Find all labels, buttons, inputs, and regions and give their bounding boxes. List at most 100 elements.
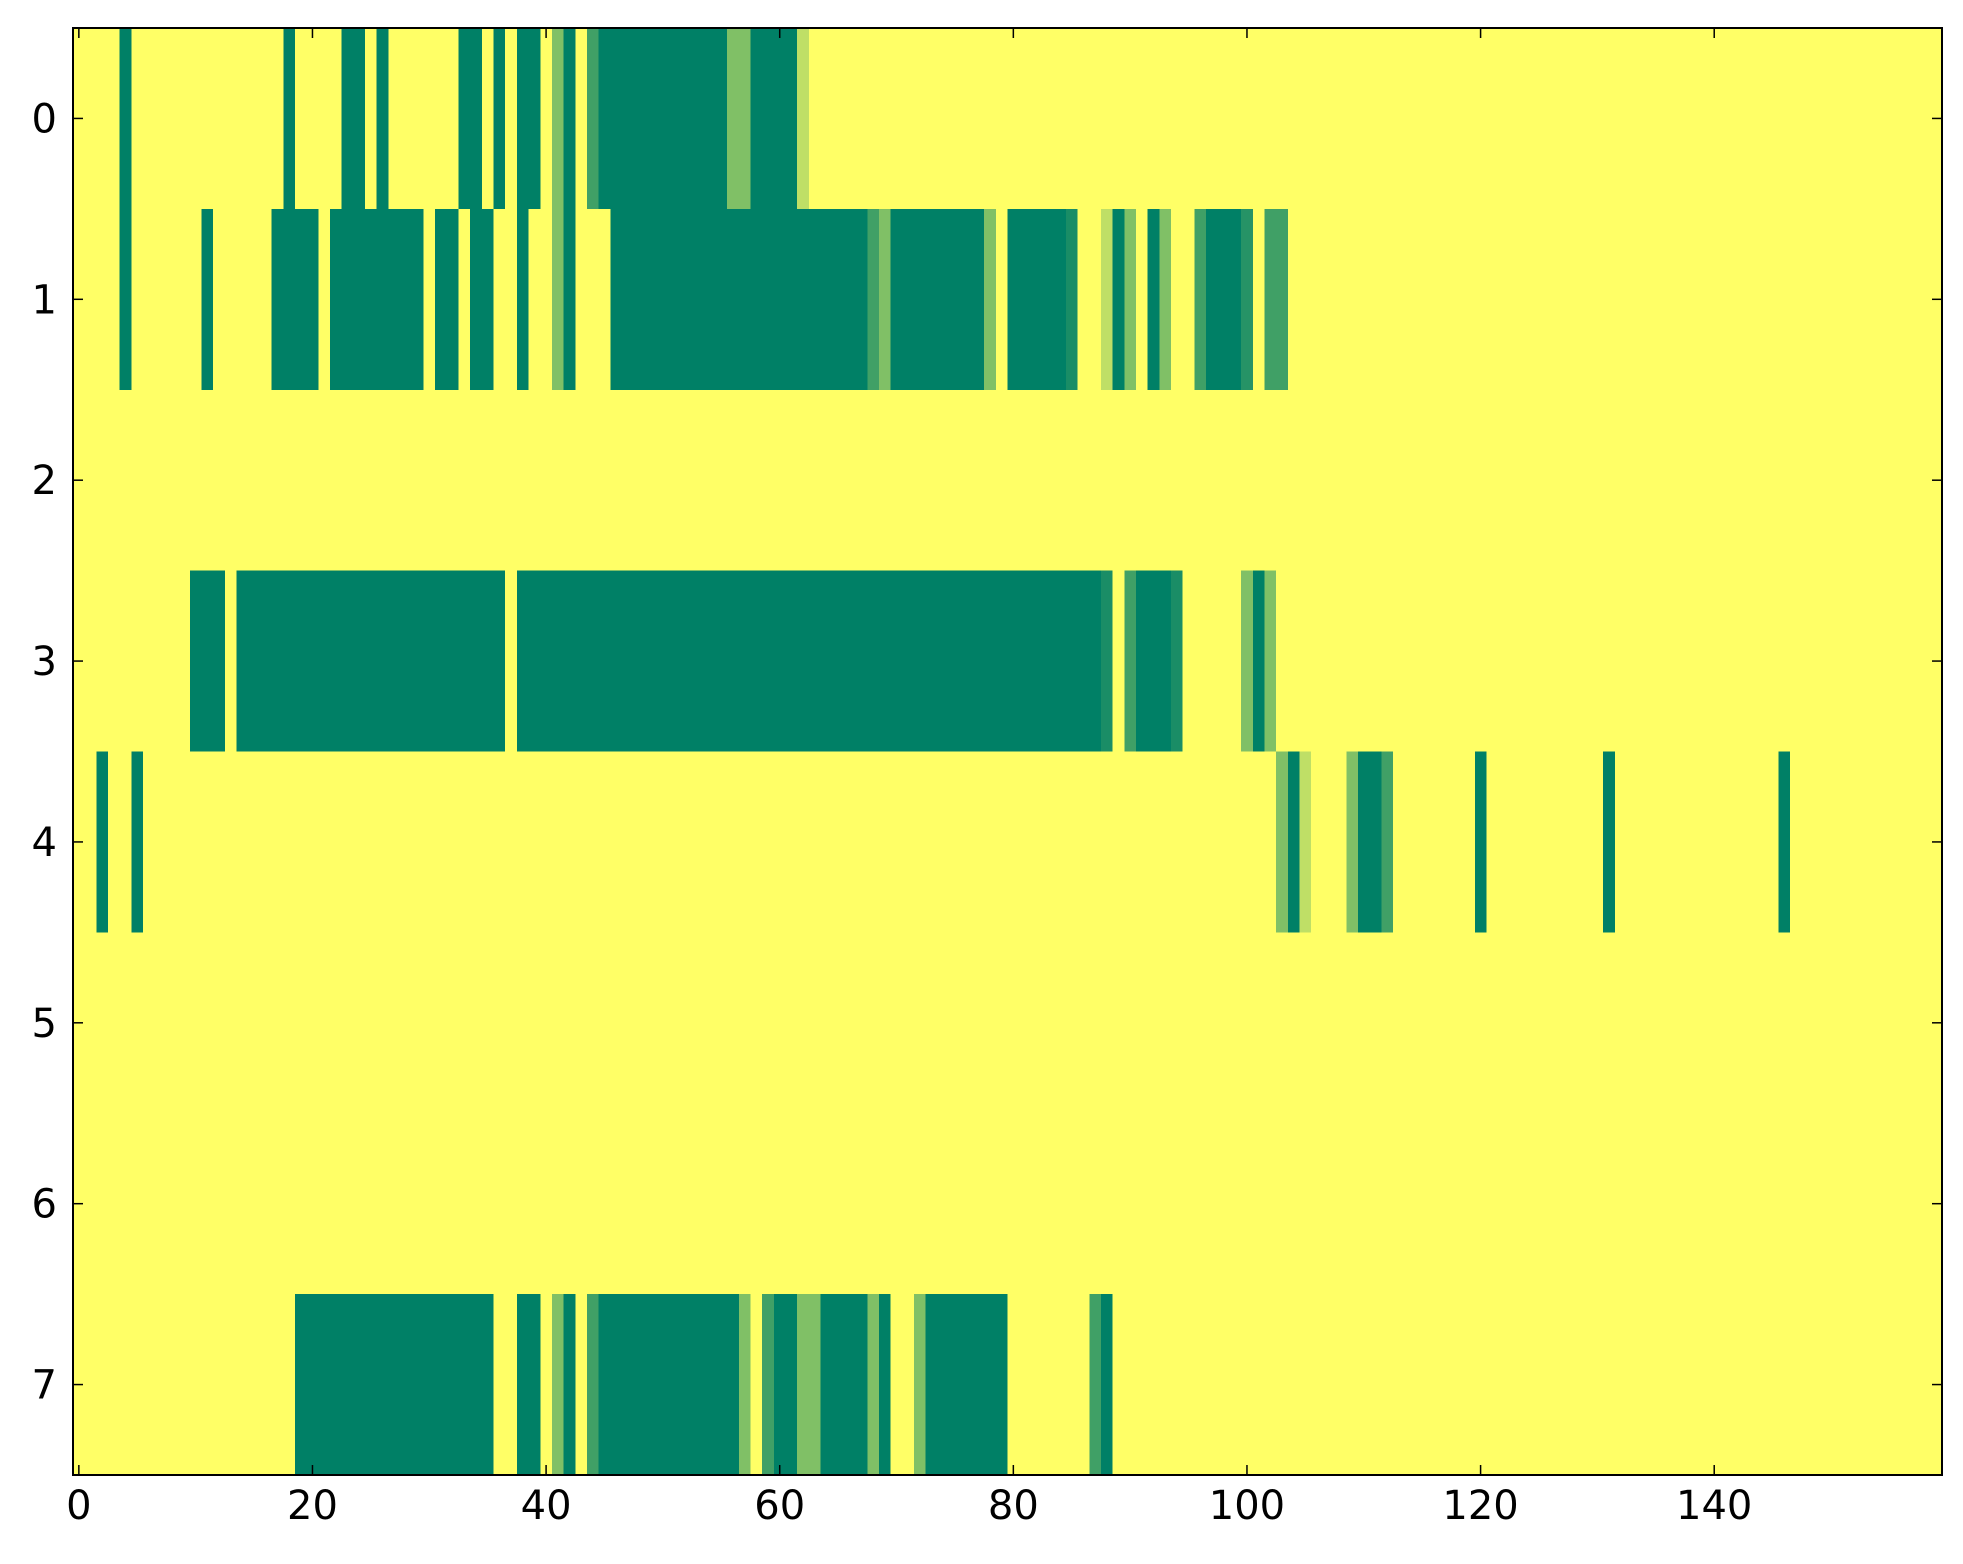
heatmap-cell [1171, 28, 1184, 210]
heatmap-cell [213, 208, 226, 391]
heatmap-cell [657, 389, 670, 572]
heatmap-cell [1287, 208, 1301, 391]
heatmap-cell [458, 389, 471, 572]
heatmap-cell [84, 28, 97, 210]
heatmap-cell [1252, 1113, 1266, 1295]
heatmap-cell [1848, 208, 1861, 391]
heatmap-cell [1696, 389, 1709, 572]
heatmap-cell [423, 570, 436, 753]
heatmap-cell [738, 570, 752, 753]
heatmap-cell [586, 28, 600, 210]
heatmap-cell [1030, 1113, 1044, 1295]
heatmap-cell [1743, 28, 1756, 210]
heatmap-cell [1661, 389, 1674, 572]
heatmap-cell [1801, 28, 1815, 210]
heatmap-cell [727, 1113, 740, 1295]
heatmap-cell [1474, 389, 1488, 572]
heatmap-cell [703, 208, 717, 391]
heatmap-cell [248, 389, 261, 572]
heatmap-cell [1544, 932, 1558, 1114]
heatmap-cell [1463, 389, 1476, 572]
heatmap-cell [1649, 751, 1663, 933]
heatmap-cell [1019, 208, 1032, 391]
heatmap-cell [960, 751, 974, 933]
heatmap-cell [1124, 1113, 1137, 1295]
heatmap-cell [1743, 932, 1756, 1114]
heatmap-cell [820, 28, 833, 210]
heatmap-cell [329, 389, 343, 572]
heatmap-cell [1614, 932, 1628, 1114]
heatmap-cell [248, 208, 261, 391]
heatmap-cell [1229, 389, 1242, 572]
heatmap-cell [1463, 932, 1476, 1114]
heatmap-cell [271, 570, 284, 753]
heatmap-cell [1825, 1113, 1838, 1295]
heatmap-cell [1860, 28, 1873, 210]
heatmap-cell [610, 751, 623, 933]
heatmap-cell [1404, 751, 1417, 933]
heatmap-cell [341, 1294, 354, 1476]
heatmap-cell [610, 932, 623, 1114]
heatmap-cell [937, 1113, 950, 1295]
heatmap-cell [271, 208, 284, 391]
heatmap-cell [1287, 751, 1301, 933]
heatmap-cell [189, 932, 203, 1114]
heatmap-cell [376, 1113, 389, 1295]
heatmap-cell [1124, 751, 1137, 933]
heatmap-cell [1848, 28, 1861, 210]
heatmap-cell [692, 208, 705, 391]
heatmap-cell [1731, 389, 1745, 572]
heatmap-cell [1498, 389, 1511, 572]
heatmap-cell [925, 1113, 939, 1295]
heatmap-cell [1778, 1294, 1791, 1476]
heatmap-cell [668, 389, 682, 572]
heatmap-cell [551, 389, 565, 572]
heatmap-cell [236, 1294, 249, 1476]
heatmap-cell [1171, 751, 1184, 933]
heatmap-cell [189, 389, 203, 572]
heatmap-cell [1544, 1113, 1558, 1295]
heatmap-cell [341, 932, 354, 1114]
heatmap-cell [843, 28, 857, 210]
heatmap-cell [1392, 932, 1406, 1114]
heatmap-cell [1299, 1294, 1312, 1476]
heatmap-cell [1685, 1113, 1698, 1295]
heatmap-cell [166, 1294, 179, 1476]
heatmap-cell [178, 932, 191, 1114]
heatmap-cell [435, 208, 448, 391]
heatmap-cell [797, 28, 810, 210]
heatmap-cell [1334, 932, 1347, 1114]
heatmap-cell [1054, 208, 1067, 391]
heatmap-cell [1720, 389, 1733, 572]
heatmap-cell [657, 1294, 670, 1476]
heatmap-cell [843, 570, 857, 753]
heatmap-cell [1416, 1113, 1429, 1295]
heatmap-cell [1217, 1294, 1231, 1476]
heatmap-cell [808, 28, 822, 210]
heatmap-cell [318, 932, 331, 1114]
heatmap-cell [832, 570, 845, 753]
heatmap-cell [1287, 389, 1301, 572]
heatmap-cell [738, 932, 752, 1114]
heatmap-cell [1556, 570, 1569, 753]
heatmap-cell [1883, 28, 1896, 210]
heatmap-cell [984, 570, 997, 753]
heatmap-cell [1521, 1113, 1534, 1295]
heatmap-cell [808, 1294, 822, 1476]
heatmap-cell [727, 570, 740, 753]
heatmap-cell [1860, 932, 1873, 1114]
heatmap-cell [832, 751, 845, 933]
heatmap-cell [108, 389, 121, 572]
heatmap-cell [750, 389, 763, 572]
heatmap-cell [703, 751, 717, 933]
heatmap-cell [598, 28, 611, 210]
heatmap-cell [1626, 932, 1639, 1114]
heatmap-cell [458, 28, 471, 210]
heatmap-cell [213, 751, 226, 933]
heatmap-cell [365, 389, 378, 572]
heatmap-cell [633, 28, 646, 210]
heatmap-cell [1439, 1294, 1452, 1476]
heatmap-cell [1579, 28, 1593, 210]
heatmap-cell [750, 570, 763, 753]
heatmap-cell [423, 751, 436, 933]
